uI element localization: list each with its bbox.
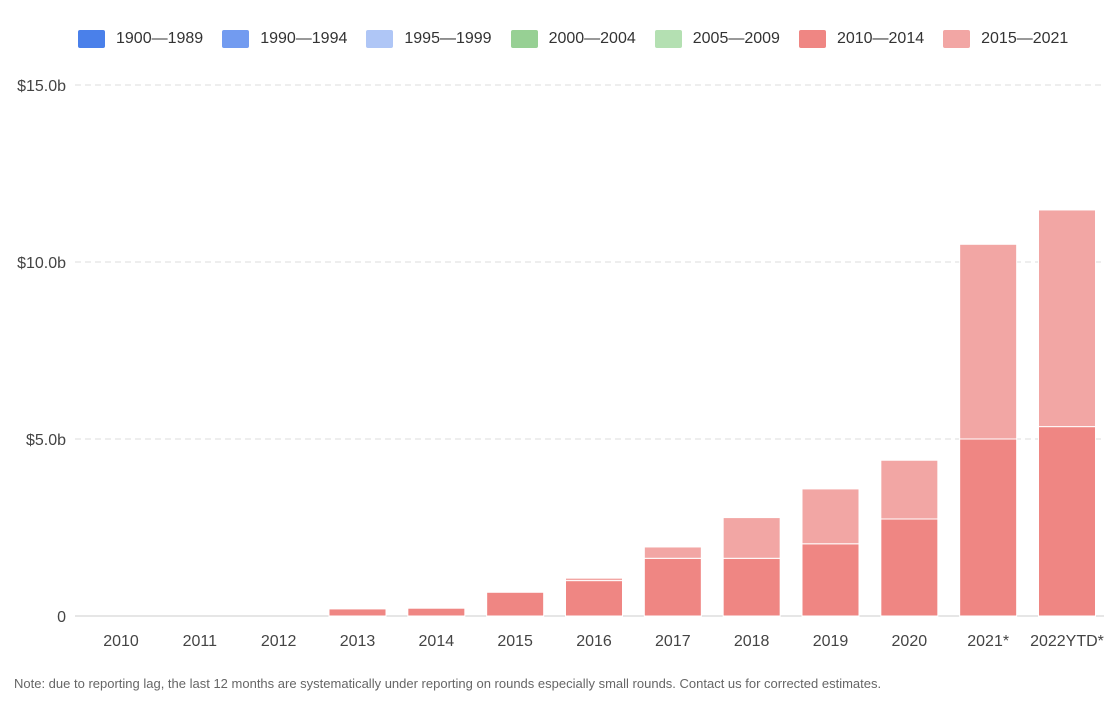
x-tick-label: 2010 [103,633,139,650]
bar-segment [722,557,781,617]
legend-swatch [510,30,538,48]
bar-chart: 0 $5.0b $10.0b $15.0b 2010 2011 2012 2013 2014 20… [17,78,1104,650]
bar-segment [959,243,1018,440]
x-tick-label: 2016 [576,633,612,650]
bar-segment [407,607,466,617]
y-tick-label: $5.0b [26,432,66,449]
chart-legend: 1900—1989 1990—1994 1995—1999 2000—2004 2005… [78,30,1087,48]
bar-segment [1038,209,1096,428]
y-tick-label: $10.0b [17,255,66,272]
legend-item[interactable]: 2000—2004 [510,30,636,48]
legend-item[interactable]: 1990—1994 [222,30,347,48]
x-tick-label: 2014 [419,633,455,650]
x-tick-label: 2018 [734,633,770,650]
legend-item[interactable]: 1900—1989 [78,30,203,48]
legend-label: 2015—2021 [981,30,1069,47]
x-tick-label: 2021* [967,633,1009,650]
legend-label: 2010—2014 [836,30,925,47]
x-tick-label: 2015 [497,633,533,650]
bar-segment [959,438,1018,617]
bar-segment [643,557,702,617]
bar-segment [880,518,939,617]
chart-note: Note: due to reporting lag, the last 12 … [14,676,882,691]
bar-segment [486,591,545,617]
y-tick-label: 0 [57,609,66,626]
bar-segment [643,546,702,559]
legend-item[interactable]: 2010—2014 [798,30,925,48]
bar-segment [801,488,860,545]
bar-segment [565,580,623,617]
x-tick-label: 2012 [261,633,297,650]
legend-item[interactable]: 2005—2009 [654,30,780,48]
legend-item[interactable]: 1995—1999 [366,30,492,48]
legend-swatch [366,30,394,48]
x-tick-label: 2011 [183,633,218,650]
legend-label: 2000—2004 [548,30,636,47]
bar-segment [880,459,939,520]
x-tick-label: 2020 [892,633,928,650]
bar-segment [328,608,387,617]
bar-segment [722,517,781,559]
legend-swatch [798,30,826,48]
legend-swatch [78,30,105,48]
legend-swatch [222,30,250,48]
legend-label: 1990—1994 [260,30,348,47]
legend-label: 1900—1989 [116,30,204,47]
bar-segment [801,543,860,617]
bar-segment [1038,426,1096,617]
x-tick-label: 2022YTD* [1030,633,1104,650]
y-tick-label: $15.0b [17,78,66,95]
legend-swatch [943,30,971,48]
x-tick-label: 2019 [813,633,849,650]
legend-label: 2005—2009 [692,30,780,47]
x-tick-label: 2017 [655,633,691,650]
x-tick-label: 2013 [340,633,376,650]
bar-segment [565,577,623,582]
legend-label: 1995—1999 [404,30,492,47]
legend-item[interactable]: 2015—2021 [943,30,1068,48]
legend-swatch [654,30,682,48]
